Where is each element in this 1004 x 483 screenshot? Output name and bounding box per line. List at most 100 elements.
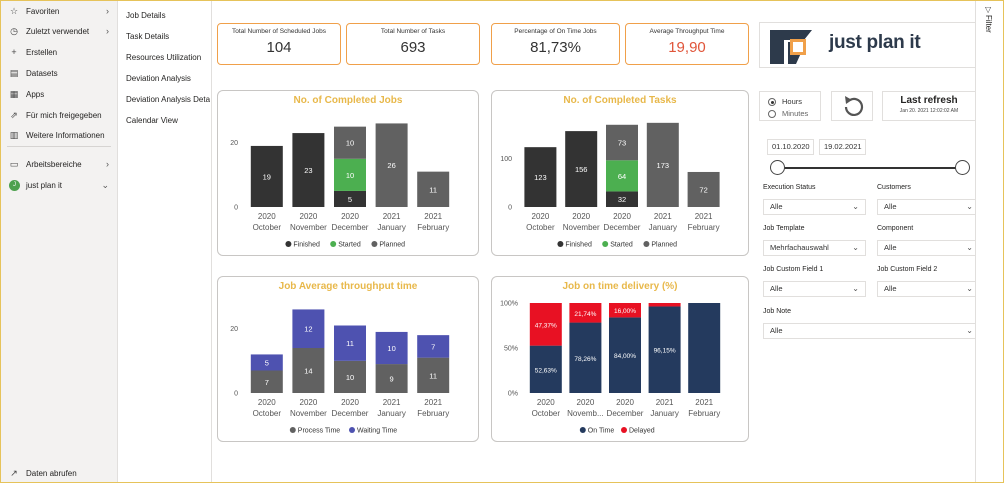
chevron-right-icon[interactable]: › <box>106 159 109 169</box>
nav-item-get-data[interactable]: ↗ Daten abrufen <box>1 463 118 483</box>
dropdown-value: Alle <box>884 243 897 252</box>
chevron-down-icon: ⌄ <box>966 202 973 211</box>
x-tick-label-year: 2021 <box>656 398 674 407</box>
data-label: 78,26% <box>574 356 596 363</box>
x-tick-label-month: January <box>649 223 677 232</box>
legend-entry: Planned <box>651 242 677 249</box>
filter-pane[interactable]: ▽ Filter <box>975 1 1003 482</box>
job-template-label: Job Template <box>763 225 805 232</box>
data-label: 47,37% <box>535 322 557 329</box>
data-label: 11 <box>346 339 354 348</box>
page-tab-deviation-analysis-deta[interactable]: Deviation Analysis Deta... <box>126 95 210 104</box>
x-tick-label-month: February <box>417 409 449 418</box>
data-label: 7 <box>265 378 269 387</box>
bar-waiting-time <box>250 354 283 371</box>
chart-completed-tasks[interactable]: No. of Completed Tasks 0 100 123 2020 Octobe… <box>491 90 749 256</box>
nav-item-label: Arbeitsbereiche <box>26 159 82 169</box>
job-template-dropdown[interactable]: Mehrfachauswahl ⌄ <box>763 240 866 256</box>
page-tab-resources-utilization[interactable]: Resources Utilization <box>126 53 202 62</box>
bar-delayed <box>648 303 681 307</box>
nav-item-erstellen[interactable]: + Erstellen <box>1 42 118 62</box>
logo-text: just plan it <box>829 32 921 53</box>
page-tab-deviation-analysis[interactable]: Deviation Analysis <box>126 74 191 83</box>
nav-item-zuletzt-verwendet[interactable]: ◷ Zuletzt verwendet › <box>1 21 118 41</box>
execution-status-dropdown[interactable]: Alle ⌄ <box>763 199 866 215</box>
filter-funnel-icon: ▽ <box>985 5 992 14</box>
x-tick-label-month: November <box>290 409 327 418</box>
page-tab-job-details[interactable]: Job Details <box>126 11 166 20</box>
data-label: 72 <box>699 185 707 194</box>
left-navigation: ☆ Favoriten › ◷ Zuletzt verwendet › + Erstellen… <box>1 1 118 482</box>
kpi-title: Total Number of Scheduled Jobs <box>232 28 326 35</box>
workspace-icon: ▭ <box>9 159 19 169</box>
legend-marker <box>330 241 337 247</box>
last-refresh-value: Jan 20. 2021 12:02:02 AM <box>899 108 959 114</box>
nav-item-favoriten[interactable]: ☆ Favoriten › <box>1 1 118 21</box>
x-tick-label-month: December <box>332 409 369 418</box>
chevron-down-icon: ⌄ <box>966 326 973 335</box>
start-date-input[interactable]: 01.10.2020 <box>767 139 814 155</box>
date-slider-end-handle[interactable] <box>955 160 970 175</box>
date-slider-start-handle[interactable] <box>770 160 785 175</box>
chart-throughput-time-plot: 0 20 7 5 2020 October 14 12 2020 November 10 11 2020… <box>230 309 450 435</box>
legend-marker <box>579 427 586 433</box>
component-dropdown[interactable]: Alle ⌄ <box>877 240 980 256</box>
job-note-dropdown[interactable]: Alle ⌄ <box>763 323 980 339</box>
nav-item-arbeitsbereiche[interactable]: ▭ Arbeitsbereiche › <box>1 154 118 174</box>
nav-item-datasets[interactable]: ▤ Datasets <box>1 63 118 83</box>
chart-on-time-delivery[interactable]: Job on time delivery (%) 0% 50% 100% 52,63%… <box>491 276 749 442</box>
chart-completed-jobs-plot: 0 20 19 2020 October 23 2020 November 5 10 10 2020 D… <box>230 123 449 249</box>
nav-item-weitere-informationen[interactable]: ▥ Weitere Informationen <box>1 125 118 145</box>
last-refresh-label: Last refresh <box>900 95 958 106</box>
report-pages-list: Job Details Task Details Resources Utiliza… <box>118 1 212 482</box>
x-tick-label-year: 2020 <box>572 212 590 221</box>
job-custom-field-2-dropdown[interactable]: Alle ⌄ <box>877 281 980 297</box>
data-label: 156 <box>575 165 588 174</box>
chevron-right-icon[interactable]: › <box>106 6 109 16</box>
nav-item-f-r-mich-freigegeben[interactable]: ⇗ Für mich freigegeben <box>1 105 118 125</box>
y-tick-label: 0 <box>234 205 238 212</box>
minutes-radio[interactable] <box>768 110 776 118</box>
x-tick-label-year: 2021 <box>424 398 442 407</box>
bar-started <box>606 160 638 192</box>
x-tick-label-year: 2021 <box>383 398 401 407</box>
data-label: 11 <box>429 185 437 194</box>
chart-title: Job Average throughput time <box>278 281 418 292</box>
customers-dropdown[interactable]: Alle ⌄ <box>877 199 980 215</box>
data-label: 5 <box>265 358 269 367</box>
data-label: 84,00% <box>614 353 636 360</box>
nav-item-label: just plan it <box>26 180 63 190</box>
hours-radio[interactable] <box>768 98 776 106</box>
hours-label: Hours <box>782 97 803 106</box>
chart-completed-jobs[interactable]: No. of Completed Jobs 0 20 19 2020 October 23… <box>217 90 479 256</box>
chevron-down-icon[interactable]: ⌄ <box>101 179 109 190</box>
star-icon: ☆ <box>9 6 19 16</box>
bar-on-time <box>688 303 721 393</box>
bar-process-time <box>292 348 325 393</box>
job-custom-field-2-label: Job Custom Field 2 <box>877 266 938 273</box>
nav-divider <box>7 146 111 147</box>
chart-throughput-time[interactable]: Job Average throughput time 0 20 7 5 2020 Oct… <box>217 276 479 442</box>
end-date-input[interactable]: 19.02.2021 <box>819 139 866 155</box>
legend-entry: Started <box>338 242 361 249</box>
job-custom-field-1-dropdown[interactable]: Alle ⌄ <box>763 281 866 297</box>
page-tab-calendar-view[interactable]: Calendar View <box>126 116 178 125</box>
bar-process-time <box>417 357 450 393</box>
nav-item-apps[interactable]: ▦ Apps <box>1 84 118 104</box>
date-slider-track[interactable] <box>777 167 963 169</box>
kpi-value: 19,90 <box>668 39 706 56</box>
nav-item-label: Daten abrufen <box>26 468 77 478</box>
dropdown-value: Alle <box>884 202 897 211</box>
bar-delayed <box>569 303 602 323</box>
x-tick-label-year: 2020 <box>341 212 359 221</box>
bar-finished <box>334 190 366 207</box>
x-tick-label-year: 2021 <box>424 212 442 221</box>
kpi-value: 693 <box>400 39 426 56</box>
bar-delayed <box>529 303 562 346</box>
plus-icon: + <box>11 47 17 57</box>
chevron-right-icon[interactable]: › <box>106 26 109 36</box>
refresh-button[interactable] <box>831 91 873 121</box>
y-tick-label: 50% <box>504 346 518 353</box>
page-tab-task-details[interactable]: Task Details <box>126 32 170 41</box>
